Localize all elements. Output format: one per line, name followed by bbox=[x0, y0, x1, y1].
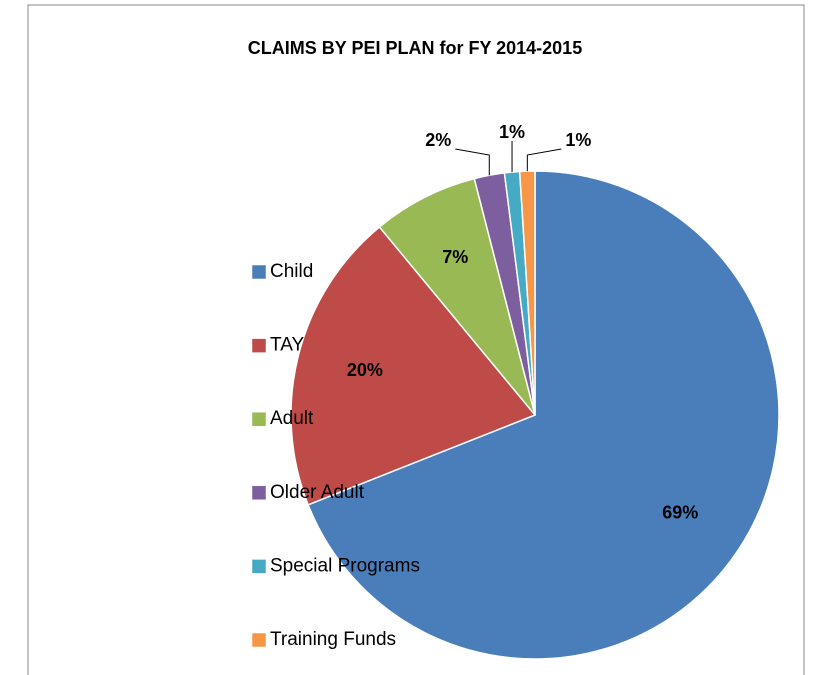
leader-line bbox=[455, 148, 490, 176]
legend-label: Special Programs bbox=[270, 555, 420, 576]
legend-swatch bbox=[251, 632, 267, 648]
data-label: 7% bbox=[442, 247, 468, 267]
chart-title: CLAIMS BY PEI PLAN for FY 2014-2015 bbox=[248, 38, 582, 58]
data-label: 20% bbox=[347, 360, 383, 380]
pie-slice bbox=[307, 170, 780, 660]
legend-label: Adult bbox=[270, 408, 314, 429]
data-label: 69% bbox=[662, 502, 698, 522]
data-label: 1% bbox=[565, 130, 591, 150]
legend-swatch bbox=[251, 338, 267, 353]
legend-label: Training Funds bbox=[270, 629, 396, 650]
legend-swatch bbox=[251, 485, 267, 501]
data-label: 2% bbox=[425, 130, 451, 150]
legend-label: Older Adult bbox=[270, 482, 365, 503]
data-label: 1% bbox=[499, 122, 525, 142]
pie-slice bbox=[378, 177, 536, 416]
legend-swatch bbox=[251, 559, 267, 574]
legend-swatch bbox=[251, 411, 267, 427]
legend-label: TAY bbox=[270, 335, 304, 356]
legend-swatch bbox=[251, 264, 267, 280]
leader-line bbox=[526, 148, 562, 172]
legend-label: Child bbox=[270, 261, 313, 282]
pie-slice bbox=[290, 225, 537, 506]
